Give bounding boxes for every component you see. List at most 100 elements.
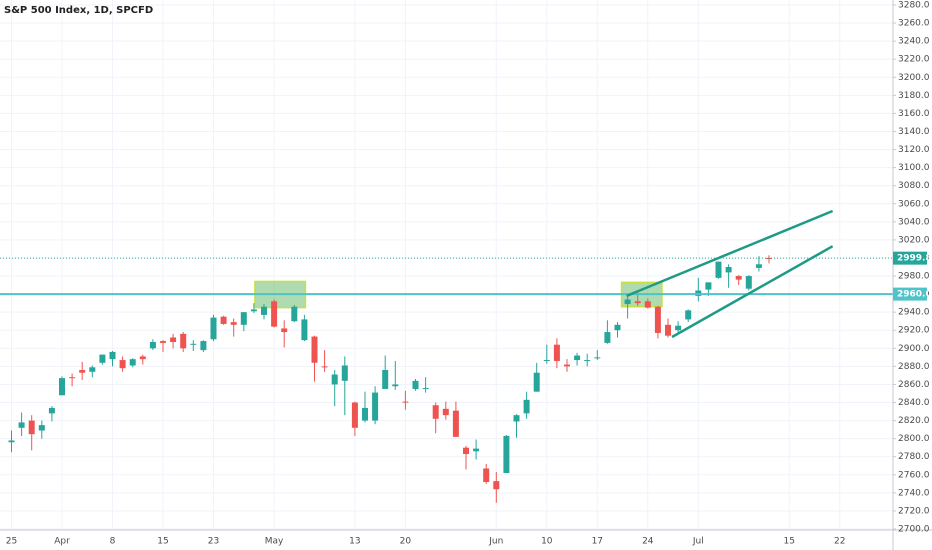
candle-body	[503, 435, 510, 473]
y-tick-label: 3140.0	[898, 127, 930, 137]
candle-body	[745, 276, 752, 289]
x-tick-label: 15	[157, 537, 168, 547]
candle-body	[190, 343, 197, 345]
y-tick-label: 2760.0	[898, 470, 930, 480]
candle-body	[644, 301, 651, 308]
candle-body	[362, 407, 368, 421]
candle-body	[351, 402, 358, 428]
x-tick-label: 20	[400, 537, 412, 547]
candle-body	[89, 367, 96, 372]
y-tick-label: 2740.0	[898, 488, 930, 498]
candle-body	[442, 408, 449, 416]
candle-body	[473, 448, 480, 452]
x-tick-label: Jul	[692, 537, 704, 547]
y-tick-label: 3280.0	[898, 1, 930, 11]
candle-body	[331, 374, 338, 385]
x-tick-label: 17	[592, 537, 603, 547]
candle-body	[160, 341, 166, 343]
candle-body	[553, 344, 560, 361]
y-tick-label: 3080.0	[898, 181, 930, 191]
candle-body	[675, 325, 682, 331]
candle-body	[149, 341, 156, 349]
y-tick-label: 2860.0	[898, 380, 930, 390]
y-tick-label: 2940.0	[898, 308, 930, 318]
candle-body	[230, 322, 237, 325]
y-tick-label: 3060.0	[898, 199, 930, 209]
candle-body	[129, 359, 136, 366]
y-tick-label: 3200.0	[898, 73, 930, 83]
x-tick-label: 25	[6, 537, 17, 547]
x-tick-label: May	[265, 537, 284, 547]
candle-body	[200, 341, 207, 351]
y-tick-label: 2720.0	[898, 506, 930, 516]
candle-body	[432, 405, 439, 419]
price-label-box	[893, 251, 927, 265]
x-tick-label: 15	[783, 537, 794, 547]
candle-body	[170, 337, 177, 342]
candle-body	[281, 328, 288, 333]
x-tick-label: Jun	[488, 537, 503, 547]
y-tick-label: 3100.0	[898, 163, 930, 173]
candle-body	[321, 366, 328, 368]
candle-body	[109, 351, 116, 360]
x-tick-label: 8	[110, 537, 116, 547]
candle-body	[271, 301, 278, 327]
candle-body	[180, 333, 187, 349]
y-tick-label: 2780.0	[898, 452, 930, 462]
candle-body	[59, 378, 65, 396]
y-tick-label: 3160.0	[898, 109, 930, 119]
chart-title: S&P 500 Index, 1D, SPCFD	[4, 5, 153, 16]
x-tick-label: 10	[541, 537, 553, 547]
y-tick-label: 3240.0	[898, 37, 930, 47]
candle-body	[624, 299, 631, 305]
y-tick-label: 2900.0	[898, 344, 930, 354]
candle-body	[69, 377, 76, 379]
candle-body	[725, 267, 732, 273]
price-label: 2999.8	[897, 254, 932, 264]
candle-body	[38, 425, 45, 431]
candle-body	[483, 468, 490, 483]
candle-body	[685, 310, 692, 320]
grid	[0, 0, 893, 530]
candle-body	[574, 355, 581, 361]
y-tick-label: 2880.0	[898, 362, 930, 372]
candle-body	[250, 309, 257, 312]
candle-body	[240, 312, 247, 325]
candle-body	[8, 440, 15, 443]
x-tick-label: Apr	[54, 537, 70, 547]
candle-body	[48, 407, 55, 414]
candle-body	[594, 357, 601, 359]
candle-body	[735, 276, 742, 280]
candle-body	[372, 392, 379, 421]
x-tick-label: 24	[642, 537, 654, 547]
candle-body	[715, 261, 722, 278]
y-tick-label: 2800.0	[898, 434, 930, 444]
plot	[0, 209, 893, 503]
candle-body	[584, 360, 591, 362]
candle-body	[422, 388, 429, 390]
candle-body	[79, 369, 86, 373]
candle-body	[301, 319, 308, 341]
candle-body	[543, 360, 550, 362]
candle-body	[261, 306, 267, 315]
y-tick-label: 3180.0	[898, 91, 930, 101]
candle-body	[564, 364, 570, 367]
candle-body	[392, 384, 399, 387]
candle-body	[311, 336, 318, 363]
candle-body	[493, 481, 500, 490]
candle-body	[28, 420, 35, 435]
candle-body	[139, 356, 146, 360]
candle-body	[291, 306, 298, 322]
price-label: 2960.0	[897, 290, 932, 300]
candle-body	[412, 380, 419, 389]
candle-body	[99, 354, 106, 363]
candle-body	[220, 316, 227, 324]
price-label-box	[893, 287, 927, 301]
candle-body	[119, 360, 126, 369]
y-tick-label: 3020.0	[898, 235, 930, 245]
y-tick-label: 3040.0	[898, 217, 930, 227]
candle-body	[341, 365, 348, 381]
candle-body	[533, 372, 540, 392]
candle-body	[634, 301, 641, 304]
